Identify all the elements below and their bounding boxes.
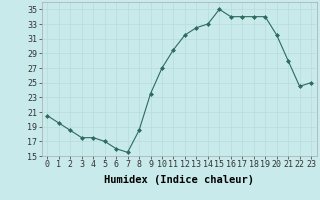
X-axis label: Humidex (Indice chaleur): Humidex (Indice chaleur)	[104, 175, 254, 185]
